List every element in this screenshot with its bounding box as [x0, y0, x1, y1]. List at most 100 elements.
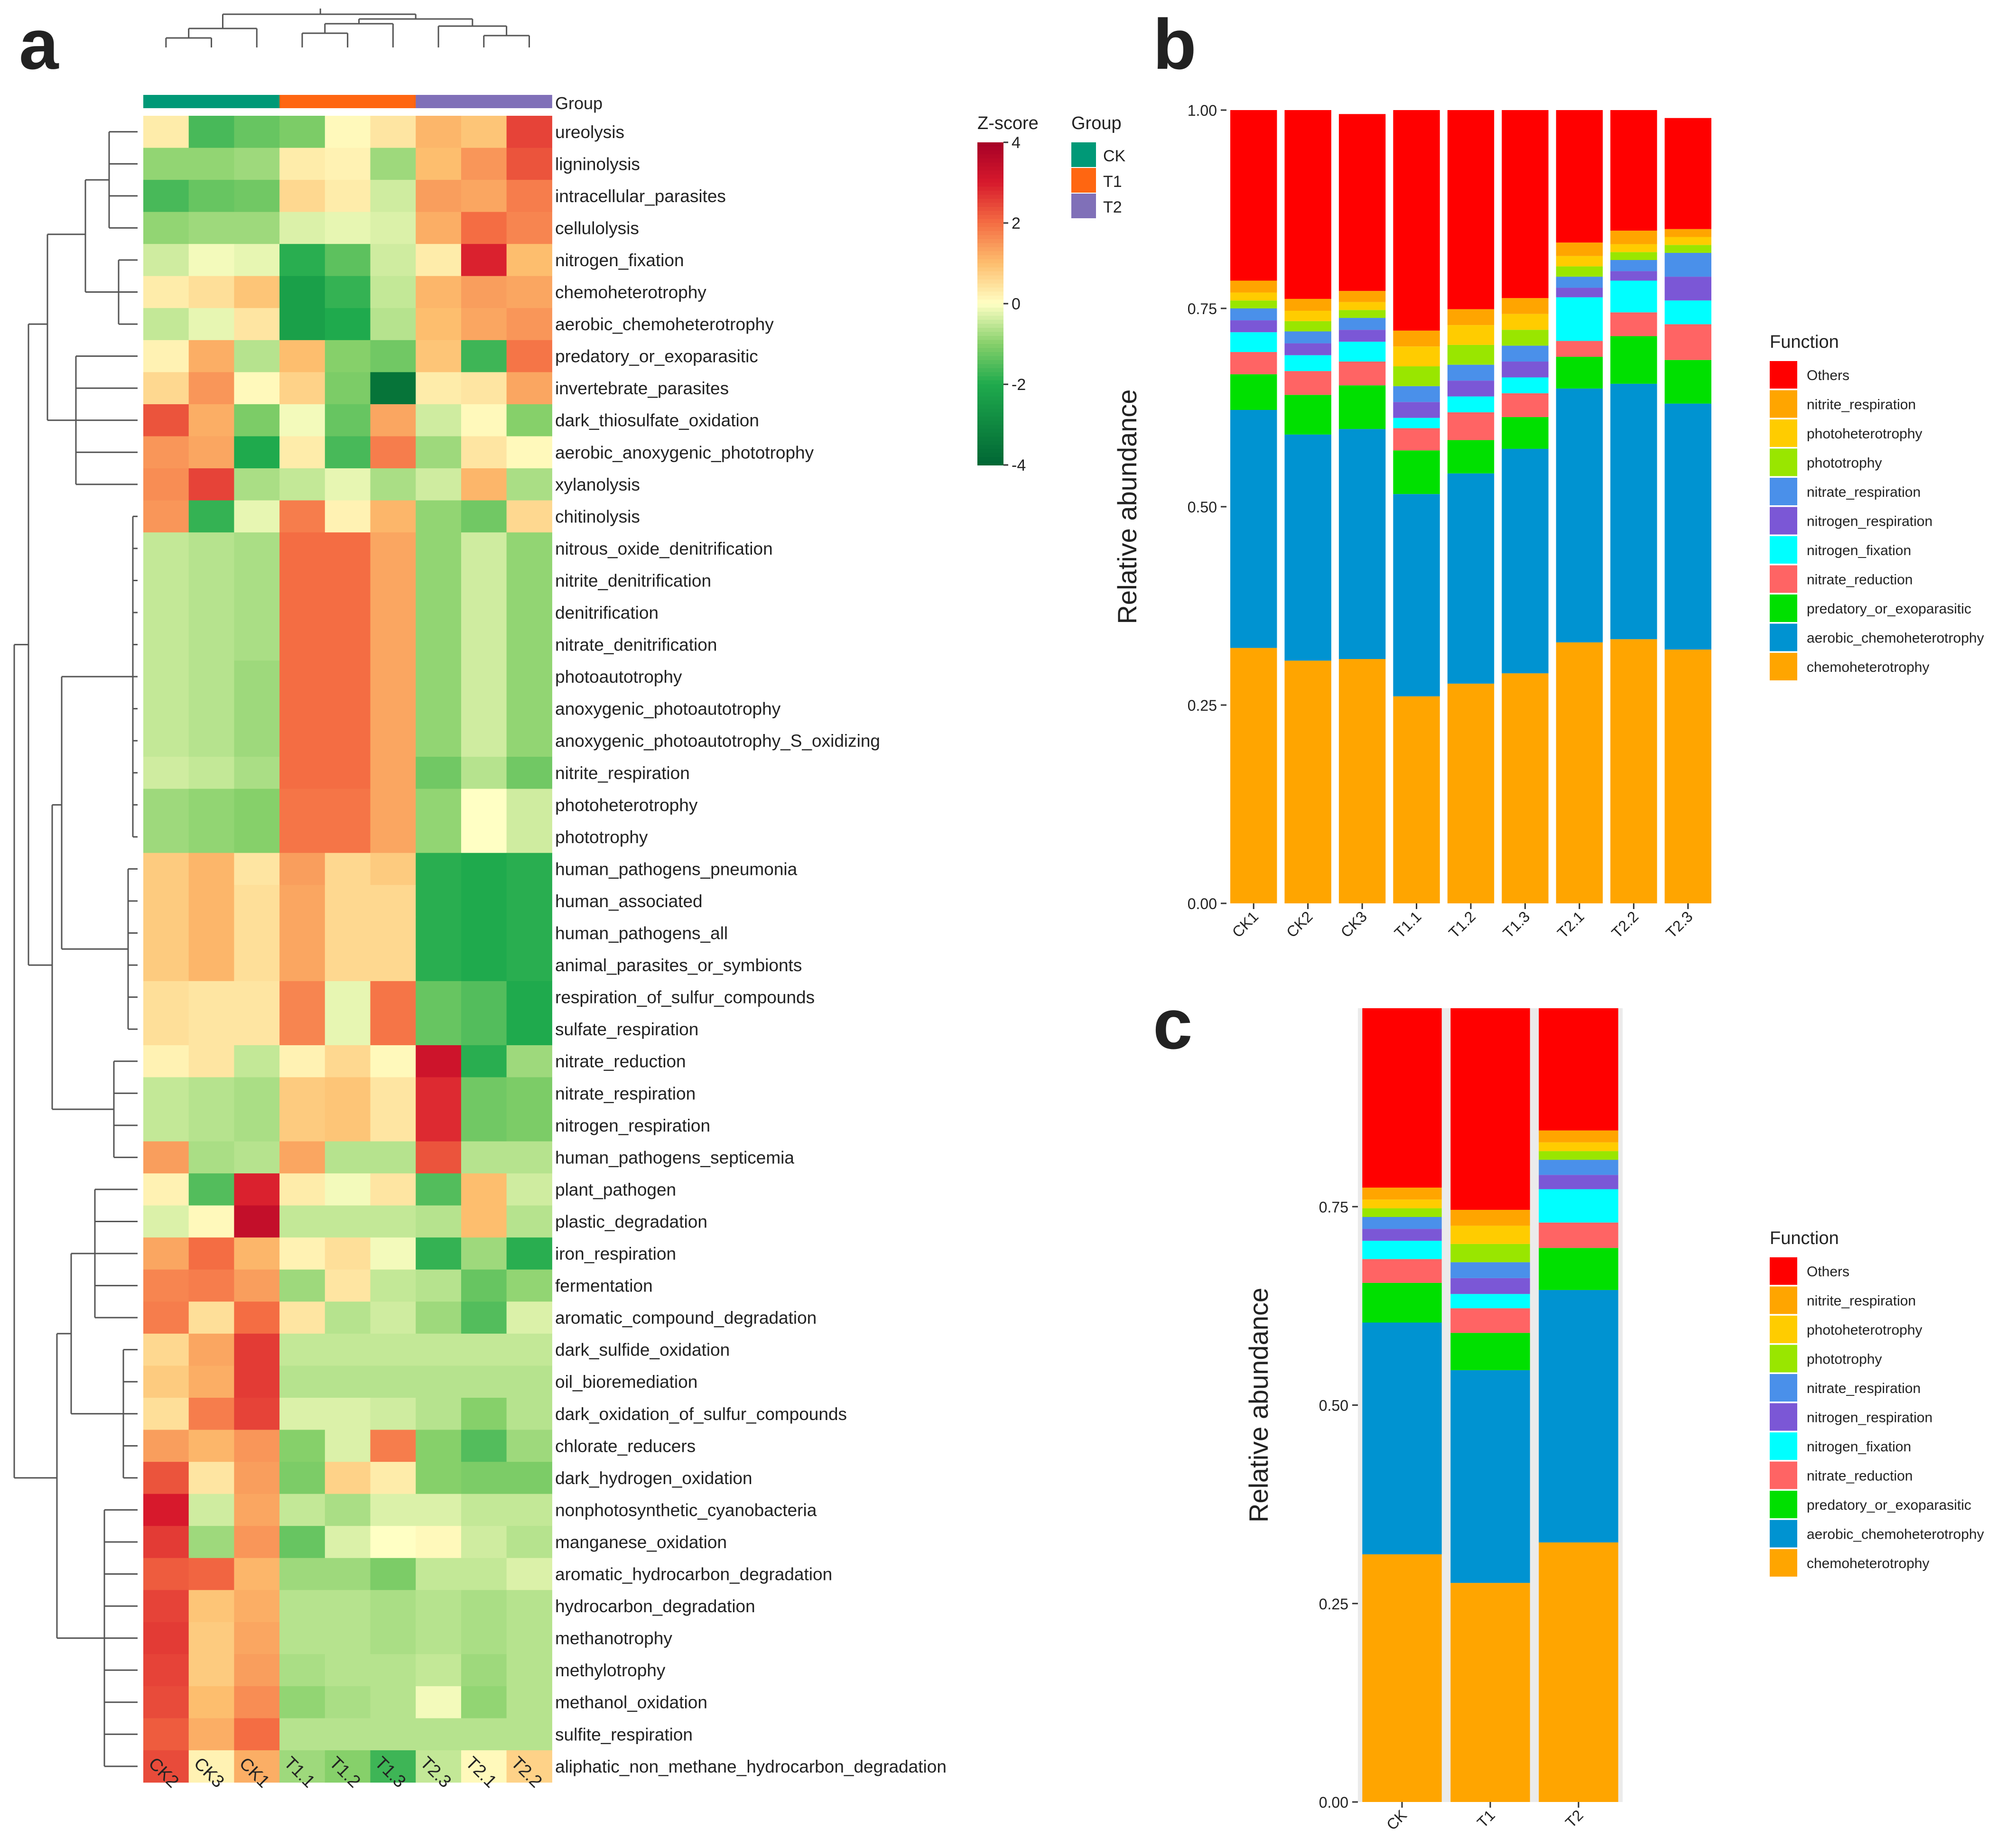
bar-segment — [1393, 330, 1440, 347]
legend-label: nitrate_reduction — [1807, 1468, 1913, 1484]
heatmap-cell — [234, 244, 280, 277]
bar-segment — [1664, 300, 1711, 325]
heatmap-cell — [461, 1718, 507, 1751]
bar-segment — [1556, 297, 1603, 341]
zscore-gradient-step — [977, 420, 1003, 425]
heatmap-cell — [279, 1590, 325, 1623]
heatmap-cell — [416, 757, 462, 789]
x-tick-label: CK3 — [1337, 908, 1370, 940]
heatmap-row-label: cellulolysis — [555, 218, 639, 238]
bar-segment — [1502, 298, 1549, 314]
bar-segment — [1610, 231, 1657, 244]
heatmap-cell — [325, 276, 371, 308]
heatmap-cell — [461, 917, 507, 949]
heatmap-cell — [370, 821, 416, 854]
heatmap-cell — [143, 1109, 189, 1142]
heatmap-cell — [188, 821, 234, 854]
heatmap-cell — [416, 1173, 462, 1206]
heatmap-cell — [325, 1269, 371, 1302]
legend-label: nitrate_reduction — [1807, 572, 1913, 588]
bar-segment — [1450, 1583, 1530, 1802]
bar-segment — [1539, 1248, 1618, 1290]
heatmap-cell — [461, 821, 507, 854]
heatmap-cell — [370, 981, 416, 1013]
heatmap-cell — [279, 148, 325, 180]
heatmap-cell — [370, 404, 416, 437]
legend-swatch — [1770, 361, 1797, 389]
heatmap-cell — [188, 1750, 234, 1783]
heatmap-cell — [506, 148, 552, 180]
zscore-gradient-step — [977, 275, 1003, 280]
bar-segment — [1338, 310, 1386, 318]
heatmap-cell — [279, 244, 325, 277]
heatmap-cell — [188, 1205, 234, 1238]
zscore-gradient-step — [977, 227, 1003, 232]
heatmap-cell — [188, 1013, 234, 1046]
heatmap-cell — [370, 1526, 416, 1559]
heatmap-row-label: chlorate_reducers — [555, 1436, 696, 1456]
heatmap-cell — [279, 596, 325, 629]
heatmap-cell — [506, 276, 552, 308]
bar-segment — [1450, 1333, 1530, 1370]
heatmap-row-label: nitrate_reduction — [555, 1052, 686, 1071]
heatmap-cell — [325, 1205, 371, 1238]
heatmap-cell — [143, 757, 189, 789]
bar-segment — [1447, 364, 1495, 381]
heatmap-cell — [234, 1269, 280, 1302]
bar-segment — [1338, 291, 1386, 302]
bar-segment — [1230, 292, 1277, 301]
heatmap-cell — [279, 308, 325, 341]
bar-segment — [1450, 1278, 1530, 1294]
heatmap-row-label: invertebrate_parasites — [555, 379, 729, 398]
heatmap-cell — [143, 949, 189, 982]
heatmap-cell — [325, 532, 371, 565]
heatmap-cell — [234, 340, 280, 372]
heatmap-cell — [461, 724, 507, 757]
bar-segment — [1450, 1008, 1530, 1210]
zscore-gradient-step — [977, 255, 1003, 260]
heatmap-cell — [143, 180, 189, 213]
heatmap-cell — [370, 212, 416, 244]
heatmap-row-label: anoxygenic_photoautotrophy_S_oxidizing — [555, 731, 880, 751]
zscore-gradient-step — [977, 215, 1003, 220]
heatmap-cell — [416, 917, 462, 949]
heatmap-cell — [370, 1718, 416, 1751]
heatmap-cell — [234, 116, 280, 149]
legend-swatch — [1770, 507, 1797, 535]
heatmap-cell — [506, 1205, 552, 1238]
zscore-gradient-step — [977, 332, 1003, 336]
heatmap-cell — [325, 1750, 371, 1783]
heatmap-cell — [279, 1237, 325, 1270]
bar-segment — [1450, 1262, 1530, 1278]
heatmap-cell — [416, 1750, 462, 1783]
heatmap-row-label: methanol_oxidation — [555, 1693, 707, 1712]
bar-segment — [1284, 343, 1331, 355]
heatmap-cell — [143, 1365, 189, 1398]
heatmap-cell — [461, 1462, 507, 1495]
heatmap-row-label: aromatic_compound_degradation — [555, 1308, 817, 1328]
heatmap-cell — [234, 1686, 280, 1719]
zscore-gradient-step — [977, 251, 1003, 256]
heatmap-cell — [506, 1237, 552, 1270]
heatmap-cell — [325, 564, 371, 597]
legend-swatch — [1770, 623, 1797, 651]
heatmap-cell — [143, 692, 189, 725]
heatmap-cell — [416, 1686, 462, 1719]
heatmap-cell — [506, 1430, 552, 1462]
zscore-gradient-step — [977, 340, 1003, 344]
heatmap-row-label: chemoheterotrophy — [555, 283, 706, 302]
zscore-gradient-step — [977, 380, 1003, 385]
heatmap-cell — [188, 372, 234, 405]
heatmap-cell — [416, 1045, 462, 1078]
group-bar-segment — [506, 95, 552, 108]
heatmap-cell — [506, 724, 552, 757]
heatmap-cell — [416, 1109, 462, 1142]
legend-label: chemoheterotrophy — [1807, 659, 1930, 675]
heatmap-cell — [188, 564, 234, 597]
heatmap-cell — [416, 148, 462, 180]
legend-swatch — [1770, 1461, 1797, 1489]
heatmap-row-label: photoheterotrophy — [555, 795, 698, 815]
heatmap-cell — [143, 1398, 189, 1430]
zscore-tick-label: 0 — [1012, 295, 1021, 313]
